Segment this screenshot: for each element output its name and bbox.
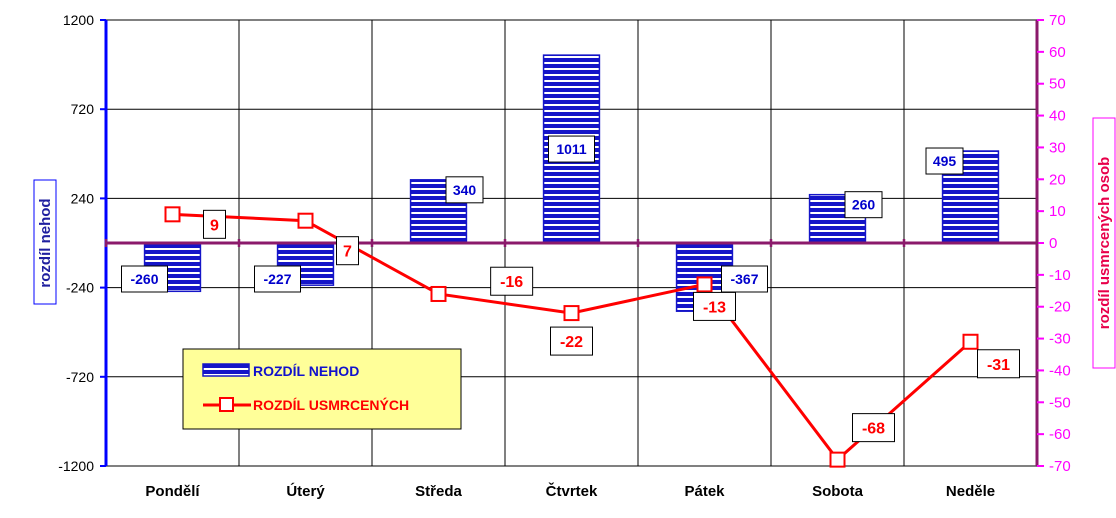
line-marker bbox=[962, 333, 979, 350]
y2-tick-label: -10 bbox=[1049, 267, 1071, 284]
bar-data-label-text: 260 bbox=[852, 197, 876, 213]
line-marker bbox=[164, 206, 181, 223]
x-tick-label: Středa bbox=[415, 483, 462, 500]
y2-tick-label: 20 bbox=[1049, 171, 1066, 188]
line-marker bbox=[297, 212, 314, 229]
line-data-label: 9 bbox=[203, 209, 226, 239]
bar-data-label-text: -367 bbox=[730, 271, 758, 287]
line-data-label-text: 9 bbox=[210, 217, 219, 234]
y2-tick-label: 40 bbox=[1049, 108, 1066, 125]
y2-tick-label: 70 bbox=[1049, 12, 1066, 29]
line-data-label: 7 bbox=[336, 236, 359, 266]
bar-data-label-box bbox=[445, 176, 484, 204]
bar-data-label: 340 bbox=[445, 176, 484, 204]
y-tick-label: -720 bbox=[66, 369, 94, 385]
bar-data-label: -367 bbox=[721, 265, 768, 293]
bar-data-label: -260 bbox=[121, 265, 168, 293]
legend-label-line: ROZDÍL USMRCENÝCH bbox=[253, 396, 409, 413]
y2-tick-label: -70 bbox=[1049, 458, 1071, 475]
bar-data-label-box bbox=[548, 135, 595, 163]
y2-tick-label: 10 bbox=[1049, 203, 1066, 220]
line-data-label: -13 bbox=[693, 291, 736, 321]
x-tick-label: Úterý bbox=[286, 482, 325, 500]
y2-tick-label: -60 bbox=[1049, 426, 1071, 443]
y2-tick-label: 0 bbox=[1049, 235, 1057, 252]
line-marker bbox=[829, 451, 846, 468]
y-axis-title-box bbox=[33, 179, 57, 305]
data-labels: -260 -227 340 1011 -367 260 495 9 7 -16 -22 -13 -68 -… bbox=[121, 135, 1020, 443]
y2-tick-label: 50 bbox=[1049, 76, 1066, 93]
y-tick-label: 1200 bbox=[63, 12, 94, 28]
line-marker bbox=[696, 276, 713, 293]
legend-swatch-marker bbox=[219, 397, 234, 412]
line-data-label-text: -22 bbox=[560, 334, 583, 351]
bar-data-label: 1011 bbox=[548, 135, 595, 163]
line-data-label-box bbox=[977, 349, 1020, 379]
legend: ROZDÍL NEHOD ROZDÍL USMRCENÝCH bbox=[182, 348, 462, 430]
y-axis-title: rozdíl nehod bbox=[37, 198, 54, 287]
y-tick-label: -1200 bbox=[58, 458, 94, 474]
y2-tick-label: 30 bbox=[1049, 139, 1066, 156]
bar-data-label-text: -260 bbox=[130, 271, 158, 287]
y-tick-label: 240 bbox=[71, 190, 95, 206]
bar-data-label: 260 bbox=[844, 191, 883, 219]
bar-data-label: 495 bbox=[925, 147, 964, 175]
legend-box bbox=[182, 348, 462, 430]
x-tick-label: Pondělí bbox=[145, 483, 200, 500]
line-data-label-text: 7 bbox=[343, 244, 352, 261]
bar-data-label-box bbox=[721, 265, 768, 293]
line-data-label-text: -16 bbox=[500, 274, 523, 291]
line-marker bbox=[563, 305, 580, 322]
line-data-label-box bbox=[852, 413, 895, 443]
line-data-label: -31 bbox=[977, 349, 1020, 379]
line-data-label-text: -31 bbox=[987, 357, 1010, 374]
bar-data-label-text: 340 bbox=[453, 182, 477, 198]
y2-tick-label: -40 bbox=[1049, 362, 1071, 379]
x-tick-label: Čtvrtek bbox=[546, 482, 598, 500]
line-data-label-box bbox=[490, 266, 534, 296]
bar-data-label-text: 1011 bbox=[556, 141, 587, 157]
bar-data-label-box bbox=[925, 147, 964, 175]
legend-label-bars: ROZDÍL NEHOD bbox=[253, 363, 359, 379]
line-series bbox=[164, 206, 979, 468]
line-marker bbox=[430, 285, 447, 302]
y2-tick-label: 60 bbox=[1049, 44, 1066, 61]
bar-data-label: -227 bbox=[254, 265, 301, 293]
bar-data-label-box bbox=[121, 265, 168, 293]
line-data-label-box bbox=[550, 326, 593, 356]
axes: 1200 720 240 -240 -720 -1200 70 60 50 40 30 20 10 0 -1… bbox=[58, 12, 1071, 500]
bar-data-label-text: 495 bbox=[933, 153, 957, 169]
y2-tick-label: -20 bbox=[1049, 299, 1071, 316]
y-tick-label: 720 bbox=[71, 101, 95, 117]
bar-data-label-box bbox=[254, 265, 301, 293]
x-tick-label: Sobota bbox=[812, 483, 863, 500]
y-tick-label: -240 bbox=[66, 280, 94, 296]
line-data-label: -68 bbox=[852, 413, 895, 443]
line-data-label: -16 bbox=[490, 266, 534, 296]
line-data-label-box bbox=[693, 291, 736, 321]
line-data-label-text: -13 bbox=[703, 299, 726, 316]
line-data-label-box bbox=[336, 236, 359, 266]
y2-axis-title: rozdíl usmrcených osob bbox=[1096, 157, 1113, 330]
x-tick-label: Neděle bbox=[946, 483, 995, 500]
y2-tick-label: -50 bbox=[1049, 394, 1071, 411]
line-data-label-box bbox=[203, 209, 226, 239]
y2-tick-label: -30 bbox=[1049, 331, 1071, 348]
x-tick-label: Pátek bbox=[684, 483, 725, 500]
y2-axis-title-box bbox=[1092, 117, 1116, 369]
line-data-label-text: -68 bbox=[862, 421, 885, 438]
line-data-label: -22 bbox=[550, 326, 593, 356]
bar-data-label-box bbox=[844, 191, 883, 219]
bar-data-label-text: -227 bbox=[263, 271, 291, 287]
legend-swatch-bars bbox=[202, 363, 250, 377]
